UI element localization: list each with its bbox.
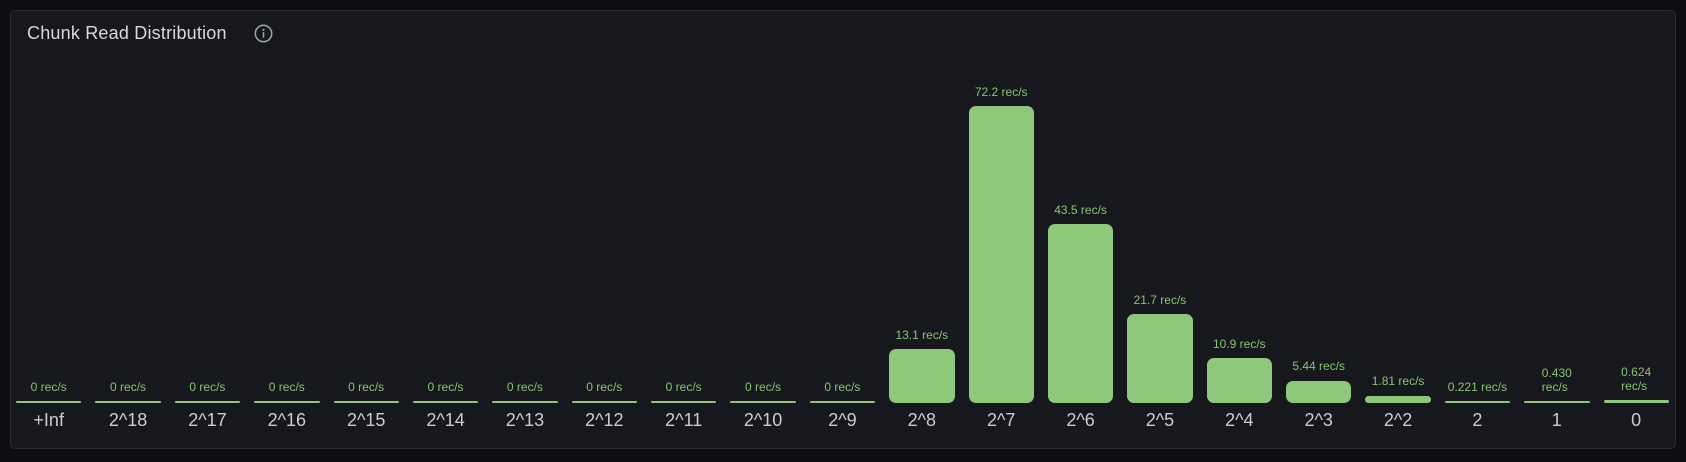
bar-group-2^8: 13.1 rec/s [889, 51, 955, 403]
value-label: 0 rec/s [824, 379, 861, 394]
bar-group-2^18: 0 rec/s [95, 51, 161, 403]
value-label: 0 rec/s [745, 379, 782, 394]
x-axis-label: 2^18 [108, 410, 148, 430]
x-axis-label: 2^5 [1145, 410, 1175, 430]
value-label: 10.9 rec/s [1212, 337, 1266, 352]
bar[interactable] [1127, 313, 1193, 403]
bar[interactable] [174, 401, 241, 403]
panel-title: Chunk Read Distribution [27, 22, 227, 43]
bar[interactable] [889, 349, 955, 403]
bar-group-+Inf: 0 rec/s [16, 51, 82, 403]
x-axis-label: 2^9 [828, 410, 857, 430]
x-axis-label: 2^16 [267, 410, 307, 430]
bar-group-2^14: 0 rec/s [412, 51, 479, 403]
bar-group-2^7: 72.2 rec/s [968, 51, 1034, 403]
x-axis: +Inf 2^18 2^17 2^16 2^15 2^14 2^13 2^12 2^11 2^10… [16, 403, 1669, 448]
x-axis-label: 0 [1631, 410, 1642, 430]
x-axis-label: 2^7 [986, 410, 1016, 430]
bar[interactable] [333, 401, 399, 403]
x-axis-label: 2 [1472, 410, 1483, 430]
bar-group-2^13: 0 rec/s [492, 51, 558, 403]
bar-group-2^11: 0 rec/s [651, 51, 717, 403]
value-label: 0 rec/s [268, 379, 305, 394]
bar[interactable] [651, 401, 717, 403]
x-axis-label: 2^8 [907, 410, 937, 430]
bar[interactable] [412, 401, 479, 403]
bar-group-2: 0.221 rec/s [1444, 51, 1511, 403]
bar[interactable] [1365, 395, 1431, 403]
bar[interactable] [730, 401, 796, 403]
value-label: 43.5 rec/s [1054, 202, 1107, 217]
bar-group-2^6: 43.5 rec/s [1047, 51, 1114, 403]
x-axis-label: 2^15 [346, 410, 386, 430]
panel-chunk-read-distribution: Chunk Read Distribution 0 rec/s 0 rec/s 0 … [10, 10, 1676, 449]
x-axis-label: 2^12 [585, 410, 624, 430]
bar-group-2^17: 0 rec/s [174, 51, 241, 403]
x-axis-label: 2^11 [665, 410, 703, 430]
bar-group-2^4: 10.9 rec/s [1206, 51, 1272, 403]
x-axis-label: 2^3 [1304, 410, 1333, 430]
bar[interactable] [492, 401, 558, 403]
bar-group-2^2: 1.81 rec/s [1365, 51, 1431, 403]
value-label: 0 rec/s [506, 379, 543, 394]
value-label: 21.7 rec/s [1133, 292, 1187, 307]
value-label: 72.2 rec/s [974, 84, 1028, 99]
value-label: 0 rec/s [110, 379, 147, 394]
bar[interactable] [254, 401, 320, 403]
bar-group-2^16: 0 rec/s [254, 51, 320, 403]
bar[interactable] [1047, 224, 1114, 403]
value-label: 0 rec/s [586, 379, 623, 394]
bar-group-0: 0.624 rec/s [1603, 51, 1669, 403]
value-label: 0.624 rec/s [1621, 365, 1652, 394]
x-axis-label: 2^14 [426, 410, 465, 430]
bar-group-1: 0.430 rec/s [1524, 51, 1590, 403]
x-axis-label: 2^10 [743, 410, 783, 430]
bar[interactable] [1603, 400, 1669, 403]
bar-group-2^10: 0 rec/s [730, 51, 796, 403]
bar-group-2^12: 0 rec/s [571, 51, 637, 403]
bar[interactable] [968, 106, 1034, 403]
value-label: 0 rec/s [30, 379, 67, 394]
value-label: 0 rec/s [427, 379, 464, 394]
value-label: 13.1 rec/s [895, 327, 949, 342]
value-label: 0 rec/s [189, 379, 226, 394]
bar[interactable] [95, 401, 161, 403]
bar[interactable] [16, 401, 82, 403]
x-axis-label: 2^6 [1066, 410, 1095, 430]
info-icon[interactable] [254, 24, 273, 43]
value-label: 0.430 rec/s [1541, 365, 1572, 394]
x-axis-label: +Inf [33, 410, 64, 430]
panel-header[interactable]: Chunk Read Distribution [11, 11, 1675, 55]
value-label: 5.44 rec/s [1292, 359, 1346, 374]
value-label: 0.221 rec/s [1447, 379, 1508, 394]
x-axis-label: 2^17 [188, 410, 227, 430]
bar[interactable] [1206, 358, 1272, 403]
bar-group-2^3: 5.44 rec/s [1286, 51, 1352, 403]
bar-chart-plot: 0 rec/s 0 rec/s 0 rec/s 0 rec/s 0 rec/s 0 rec… [16, 51, 1669, 403]
value-label: 0 rec/s [665, 379, 702, 394]
bar[interactable] [1286, 380, 1352, 403]
bar[interactable] [571, 401, 637, 403]
bar[interactable] [809, 401, 876, 403]
x-axis-label: 2^13 [505, 410, 545, 430]
value-label: 0 rec/s [348, 379, 385, 394]
x-axis-label: 2^2 [1383, 410, 1413, 430]
bar-group-2^9: 0 rec/s [809, 51, 876, 403]
x-axis-label: 2^4 [1225, 410, 1254, 430]
x-axis-label: 1 [1551, 410, 1562, 430]
bar-group-2^5: 21.7 rec/s [1127, 51, 1193, 403]
bar[interactable] [1444, 401, 1511, 403]
value-label: 1.81 rec/s [1371, 374, 1425, 389]
bar[interactable] [1524, 401, 1590, 403]
bar-group-2^15: 0 rec/s [333, 51, 399, 403]
